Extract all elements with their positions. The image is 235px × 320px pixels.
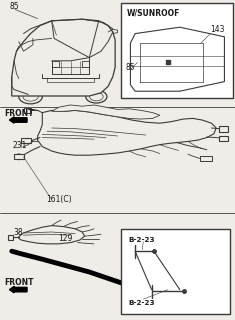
Polygon shape <box>219 126 228 132</box>
FancyArrow shape <box>9 117 27 123</box>
Text: 85: 85 <box>126 63 135 72</box>
Polygon shape <box>38 110 216 155</box>
Polygon shape <box>14 154 24 159</box>
Text: FRONT: FRONT <box>5 109 34 118</box>
Text: 161(C): 161(C) <box>46 195 71 204</box>
Polygon shape <box>200 156 212 161</box>
Bar <box>121 229 230 314</box>
Text: 231: 231 <box>13 141 27 150</box>
Polygon shape <box>8 235 13 240</box>
Text: B-2-23: B-2-23 <box>128 237 155 243</box>
Polygon shape <box>19 226 85 244</box>
Text: 129: 129 <box>58 234 73 243</box>
Polygon shape <box>24 108 31 113</box>
Bar <box>121 3 233 98</box>
Polygon shape <box>21 138 31 143</box>
FancyArrow shape <box>9 286 27 293</box>
Text: B-2-23: B-2-23 <box>128 300 155 306</box>
Polygon shape <box>12 19 115 96</box>
Polygon shape <box>52 105 160 119</box>
Text: FRONT: FRONT <box>5 278 34 287</box>
Text: 85: 85 <box>9 2 19 11</box>
Text: 38: 38 <box>13 228 23 237</box>
Text: W/SUNROOF: W/SUNROOF <box>127 9 180 18</box>
Text: 143: 143 <box>210 25 225 34</box>
Polygon shape <box>219 136 228 141</box>
